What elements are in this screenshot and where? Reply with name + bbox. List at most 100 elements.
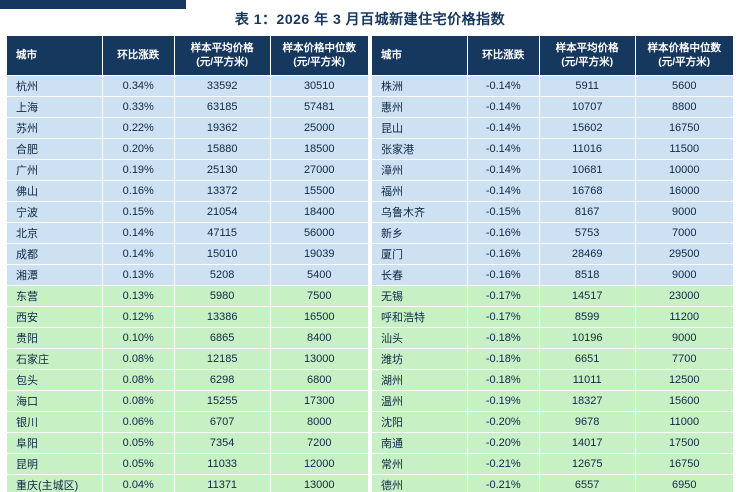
table-row: 德州 -0.21% 6557 6950 xyxy=(372,475,733,492)
median-price-cell: 16000 xyxy=(635,181,733,202)
change-cell: -0.18% xyxy=(467,328,540,349)
city-cell: 上海 xyxy=(7,97,103,118)
table-row: 沈阳 -0.20% 9678 11000 xyxy=(372,412,733,433)
table-row: 潍坊 -0.18% 6651 7700 xyxy=(372,349,733,370)
column-header: 环比涨跌 xyxy=(467,36,540,76)
price-table-right: 城市 环比涨跌 样本平均价格 (元/平方米) 样本价格中位数 (元/平方米) 株洲 -0.14… xyxy=(372,36,733,492)
city-cell: 福州 xyxy=(372,181,468,202)
column-header: 样本价格中位数 (元/平方米) xyxy=(635,36,733,76)
table-row: 贵阳 0.10% 6865 8400 xyxy=(7,328,368,349)
median-price-cell: 11200 xyxy=(635,307,733,328)
table-row: 株洲 -0.14% 5911 5600 xyxy=(372,76,733,97)
table-title: 表 1：2026 年 3 月百城新建住宅价格指数 xyxy=(234,11,506,27)
city-cell: 张家港 xyxy=(372,139,468,160)
avg-price-cell: 6298 xyxy=(174,370,271,391)
city-cell: 成都 xyxy=(7,244,103,265)
table-header-row: 城市 环比涨跌 样本平均价格 (元/平方米) 样本价格中位数 (元/平方米) xyxy=(372,36,733,76)
change-cell: 0.04% xyxy=(102,475,175,492)
median-price-cell: 8000 xyxy=(270,412,368,433)
change-cell: 0.22% xyxy=(102,118,175,139)
avg-price-cell: 5911 xyxy=(539,76,636,97)
column-header: 样本价格中位数 (元/平方米) xyxy=(270,36,368,76)
avg-price-cell: 15010 xyxy=(174,244,271,265)
change-cell: -0.14% xyxy=(467,139,540,160)
change-cell: 0.15% xyxy=(102,202,175,223)
median-price-cell: 56000 xyxy=(270,223,368,244)
median-price-cell: 7000 xyxy=(635,223,733,244)
city-cell: 北京 xyxy=(7,223,103,244)
table-row: 佛山 0.16% 13372 15500 xyxy=(7,181,368,202)
table-row: 南通 -0.20% 14017 17500 xyxy=(372,433,733,454)
avg-price-cell: 5753 xyxy=(539,223,636,244)
median-price-cell: 5400 xyxy=(270,265,368,286)
column-header: 城市 xyxy=(372,36,468,76)
city-cell: 合肥 xyxy=(7,139,103,160)
city-cell: 新乡 xyxy=(372,223,468,244)
top-accent-bar xyxy=(0,0,186,9)
change-cell: 0.33% xyxy=(102,97,175,118)
avg-price-cell: 15602 xyxy=(539,118,636,139)
avg-price-cell: 33592 xyxy=(174,76,271,97)
median-price-cell: 12000 xyxy=(270,454,368,475)
change-cell: -0.21% xyxy=(467,454,540,475)
table-row: 汕头 -0.18% 10196 9000 xyxy=(372,328,733,349)
city-cell: 呼和浩特 xyxy=(372,307,468,328)
median-price-cell: 10000 xyxy=(635,160,733,181)
table-row: 宁波 0.15% 21054 18400 xyxy=(7,202,368,223)
city-cell: 东营 xyxy=(7,286,103,307)
city-cell: 昆山 xyxy=(372,118,468,139)
change-cell: 0.08% xyxy=(102,391,175,412)
median-price-cell: 6950 xyxy=(635,475,733,492)
change-cell: -0.17% xyxy=(467,307,540,328)
table-row: 西安 0.12% 13386 16500 xyxy=(7,307,368,328)
table-row: 苏州 0.22% 19362 25000 xyxy=(7,118,368,139)
median-price-cell: 11500 xyxy=(635,139,733,160)
tables-container: 城市 环比涨跌 样本平均价格 (元/平方米) 样本价格中位数 (元/平方米) 杭州 0.34%… xyxy=(0,36,740,492)
avg-price-cell: 14517 xyxy=(539,286,636,307)
avg-price-cell: 15255 xyxy=(174,391,271,412)
table-row: 东营 0.13% 5980 7500 xyxy=(7,286,368,307)
median-price-cell: 6800 xyxy=(270,370,368,391)
table-row: 合肥 0.20% 15880 18500 xyxy=(7,139,368,160)
change-cell: 0.14% xyxy=(102,223,175,244)
change-cell: 0.34% xyxy=(102,76,175,97)
avg-price-cell: 11033 xyxy=(174,454,271,475)
column-header: 样本平均价格 (元/平方米) xyxy=(174,36,271,76)
city-cell: 汕头 xyxy=(372,328,468,349)
table-row: 成都 0.14% 15010 19039 xyxy=(7,244,368,265)
column-header: 环比涨跌 xyxy=(102,36,175,76)
table-row: 厦门 -0.16% 28469 29500 xyxy=(372,244,733,265)
table-row: 阜阳 0.05% 7354 7200 xyxy=(7,433,368,454)
median-price-cell: 29500 xyxy=(635,244,733,265)
avg-price-cell: 18327 xyxy=(539,391,636,412)
median-price-cell: 8400 xyxy=(270,328,368,349)
table-row: 上海 0.33% 63185 57481 xyxy=(7,97,368,118)
change-cell: 0.13% xyxy=(102,286,175,307)
avg-price-cell: 5980 xyxy=(174,286,271,307)
median-price-cell: 9000 xyxy=(635,202,733,223)
price-table-left: 城市 环比涨跌 样本平均价格 (元/平方米) 样本价格中位数 (元/平方米) 杭州 0.34%… xyxy=(7,36,368,492)
table-row: 张家港 -0.14% 11016 11500 xyxy=(372,139,733,160)
table-row: 温州 -0.19% 18327 15600 xyxy=(372,391,733,412)
table-row: 湖州 -0.18% 11011 12500 xyxy=(372,370,733,391)
table-row: 福州 -0.14% 16768 16000 xyxy=(372,181,733,202)
median-price-cell: 7500 xyxy=(270,286,368,307)
median-price-cell: 57481 xyxy=(270,97,368,118)
median-price-cell: 15500 xyxy=(270,181,368,202)
change-cell: -0.21% xyxy=(467,475,540,492)
avg-price-cell: 6651 xyxy=(539,349,636,370)
table-row: 广州 0.19% 25130 27000 xyxy=(7,160,368,181)
median-price-cell: 12500 xyxy=(635,370,733,391)
city-cell: 阜阳 xyxy=(7,433,103,454)
avg-price-cell: 6557 xyxy=(539,475,636,492)
median-price-cell: 7200 xyxy=(270,433,368,454)
avg-price-cell: 13386 xyxy=(174,307,271,328)
change-cell: -0.20% xyxy=(467,433,540,454)
avg-price-cell: 21054 xyxy=(174,202,271,223)
avg-price-cell: 13372 xyxy=(174,181,271,202)
median-price-cell: 16500 xyxy=(270,307,368,328)
city-cell: 石家庄 xyxy=(7,349,103,370)
avg-price-cell: 25130 xyxy=(174,160,271,181)
city-cell: 湘潭 xyxy=(7,265,103,286)
change-cell: 0.08% xyxy=(102,370,175,391)
